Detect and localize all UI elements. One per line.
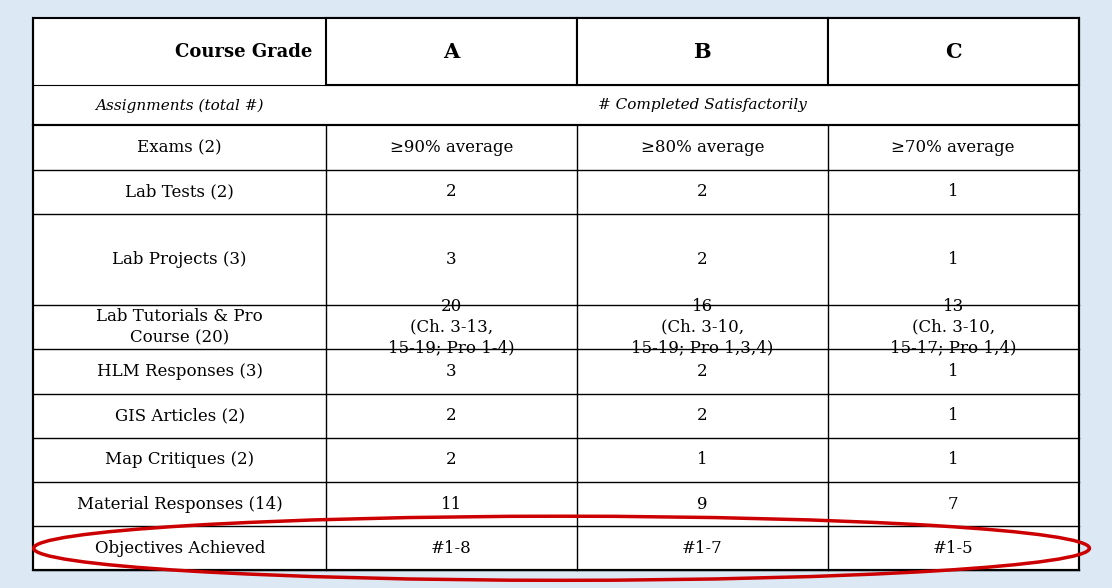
Bar xyxy=(577,18,827,85)
Text: Exams (2): Exams (2) xyxy=(138,139,222,156)
Text: 1: 1 xyxy=(947,183,959,201)
Text: 2: 2 xyxy=(446,452,457,469)
Text: 9: 9 xyxy=(697,496,707,513)
Text: 1: 1 xyxy=(947,363,959,380)
Text: Assignments (total #): Assignments (total #) xyxy=(96,98,264,113)
Text: ≥70% average: ≥70% average xyxy=(892,139,1015,156)
Text: 16
(Ch. 3-10,
15-19; Pro 1,3,4): 16 (Ch. 3-10, 15-19; Pro 1,3,4) xyxy=(632,298,774,357)
Text: Lab Tests (2): Lab Tests (2) xyxy=(126,183,235,201)
Text: Map Critiques (2): Map Critiques (2) xyxy=(106,452,255,469)
Text: 20
(Ch. 3-13,
15-19; Pro 1-4): 20 (Ch. 3-13, 15-19; Pro 1-4) xyxy=(388,298,515,357)
Text: #1-5: #1-5 xyxy=(933,540,973,557)
Text: C: C xyxy=(945,42,962,62)
Text: 2: 2 xyxy=(697,183,707,201)
Text: 2: 2 xyxy=(446,183,457,201)
Text: 2: 2 xyxy=(446,407,457,424)
Text: # Completed Satisfactorily: # Completed Satisfactorily xyxy=(598,98,807,112)
Text: A: A xyxy=(444,42,459,62)
Text: 1: 1 xyxy=(947,251,959,268)
Text: 2: 2 xyxy=(697,251,707,268)
Text: #1-8: #1-8 xyxy=(431,540,471,557)
Text: HLM Responses (3): HLM Responses (3) xyxy=(97,363,262,380)
Text: Lab Tutorials & Pro
Course (20): Lab Tutorials & Pro Course (20) xyxy=(97,308,264,346)
Text: 7: 7 xyxy=(947,496,959,513)
Text: B: B xyxy=(694,42,712,62)
Text: 1: 1 xyxy=(947,407,959,424)
Bar xyxy=(827,18,1079,85)
Text: 1: 1 xyxy=(947,452,959,469)
Text: 2: 2 xyxy=(697,407,707,424)
Text: #1-7: #1-7 xyxy=(682,540,723,557)
Text: GIS Articles (2): GIS Articles (2) xyxy=(115,407,245,424)
Text: Material Responses (14): Material Responses (14) xyxy=(77,496,282,513)
Text: Course Grade: Course Grade xyxy=(176,42,312,61)
Text: 1: 1 xyxy=(697,452,707,469)
Text: 11: 11 xyxy=(440,496,463,513)
Text: 3: 3 xyxy=(446,251,457,268)
Bar xyxy=(326,18,577,85)
Text: ≥80% average: ≥80% average xyxy=(641,139,764,156)
Text: 2: 2 xyxy=(697,363,707,380)
Text: 13
(Ch. 3-10,
15-17; Pro 1,4): 13 (Ch. 3-10, 15-17; Pro 1,4) xyxy=(890,298,1016,357)
Text: ≥90% average: ≥90% average xyxy=(390,139,513,156)
Text: 3: 3 xyxy=(446,363,457,380)
Text: Lab Projects (3): Lab Projects (3) xyxy=(112,251,247,268)
Text: Objectives Achieved: Objectives Achieved xyxy=(95,540,265,557)
